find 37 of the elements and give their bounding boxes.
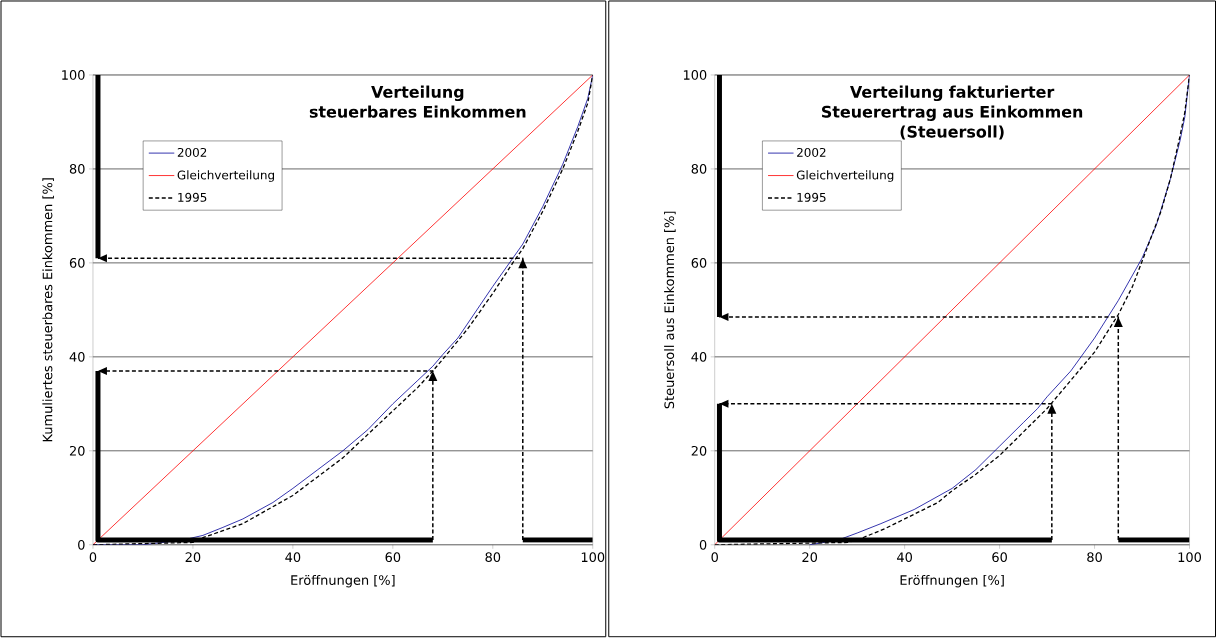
y-tick-label: 0 [78, 540, 85, 550]
x-axis-title: Eröffnungen [%] [291, 575, 395, 588]
y-tick-label: 100 [62, 70, 85, 80]
legend-label: Gleichverteilung [177, 170, 274, 182]
x-tick-label: 40 [897, 552, 913, 563]
text: Verteilung steuerbares Einkommen [309, 85, 526, 118]
x-tick-label: 20 [802, 552, 818, 563]
legend-label: 2002 [797, 148, 826, 158]
legend-label: 1995 [178, 192, 207, 202]
line-series [92, 75, 593, 545]
y-tick-label: 100 [683, 70, 707, 80]
y-tick-label: 0 [699, 540, 707, 550]
x-tick-label: 0 [711, 552, 718, 563]
x-axis-title: Eröffnungen [%] [900, 575, 1004, 588]
x-tick-label: 80 [485, 552, 501, 563]
y-tick-label: 40 [691, 352, 707, 362]
x-tick-label: 80 [1087, 552, 1102, 563]
x-tick-label: 60 [992, 552, 1007, 563]
x-tick-label: 0 [89, 552, 97, 563]
y-axis-title: Kumuliertes steuerbares Einkommen [%] [42, 178, 54, 442]
x-tick-label: 100 [1178, 552, 1202, 563]
y-tick-label: 20 [69, 446, 85, 456]
legend-label: Gleichverteilung [796, 170, 894, 182]
y-axis-title: Steuersoll aus Einkommen [%] [664, 211, 676, 409]
y-tick-label: 60 [69, 258, 85, 268]
x-tick-label: 100 [581, 552, 605, 563]
x-tick-label: 40 [285, 552, 301, 563]
legend-label: 2002 [177, 148, 207, 158]
legend-label: 1995 [797, 192, 826, 202]
x-tick-label: 60 [385, 552, 401, 563]
text: Verteilung fakturierter Steuerertrag aus Einkommen (Steuersoll) [821, 85, 1083, 140]
y-tick-label: 80 [691, 164, 707, 174]
y-tick-label: 40 [69, 352, 85, 362]
y-tick-label: 60 [691, 258, 707, 268]
y-tick-label: 80 [69, 164, 85, 174]
y-tick-label: 20 [691, 446, 707, 456]
x-tick-label: 20 [185, 552, 201, 563]
